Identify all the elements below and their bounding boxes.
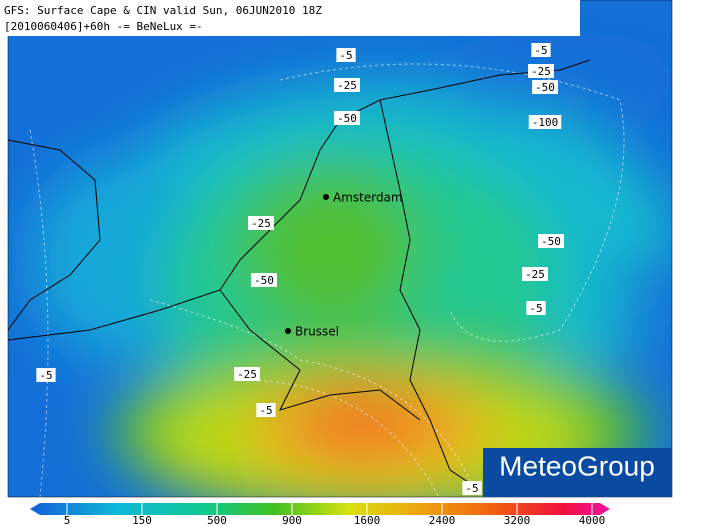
contour-label: -25 — [251, 217, 271, 230]
contour-label: -50 — [541, 235, 561, 248]
contour-label: -5 — [259, 404, 272, 417]
contour-label: -50 — [254, 274, 274, 287]
contour-label: -5 — [534, 44, 547, 57]
contour-label-box — [336, 48, 356, 62]
colorbar-label: 3200 — [504, 514, 531, 526]
colorbar-label: 2400 — [429, 514, 456, 526]
city-label: Amsterdam — [333, 191, 403, 205]
contour-label-box — [528, 115, 562, 129]
contour-label-box — [538, 234, 564, 248]
colorbar-label: 1600 — [354, 514, 381, 526]
contour-label-box — [334, 111, 360, 125]
contour-label-box — [334, 78, 360, 92]
contour-label-box — [234, 367, 260, 381]
colorbar-label: 500 — [207, 514, 227, 526]
logo-box — [483, 448, 672, 497]
logo: MeteoGroup — [499, 450, 655, 481]
contour-label: -5 — [39, 369, 52, 382]
contour-label-box — [251, 273, 277, 287]
contour-label: -5 — [529, 302, 542, 315]
contour-label: -25 — [531, 65, 551, 78]
contour-label-box — [522, 267, 548, 281]
contour-label: -25 — [237, 368, 257, 381]
contour-label-box — [532, 80, 558, 94]
contour-label-box — [526, 301, 546, 315]
contour-label: -5 — [339, 49, 352, 62]
contour-label: -25 — [525, 268, 545, 281]
city-label: Brussel — [295, 325, 339, 339]
colorbar — [30, 503, 610, 515]
colorbar-label: 5 — [64, 514, 71, 526]
colorbar-label: 150 — [132, 514, 152, 526]
contour-label-box — [531, 43, 551, 57]
contour-label: -50 — [337, 112, 357, 125]
city-dot — [323, 194, 329, 200]
colorbar-label: 900 — [282, 514, 302, 526]
contour-label: -25 — [337, 79, 357, 92]
contour-label-box — [528, 64, 554, 78]
contour-label: -100 — [532, 116, 559, 129]
colorbar-label: 4000 — [579, 514, 606, 526]
contour-label-box — [36, 368, 56, 382]
city-dot — [285, 328, 291, 334]
contour-label: -5 — [465, 482, 478, 495]
contour-label-box — [462, 481, 482, 495]
map-subtitle: [2010060406]+60h -= BeNeLux =- — [4, 20, 203, 33]
contour-label-box — [256, 403, 276, 417]
map-title: GFS: Surface Cape & CIN valid Sun, 06JUN… — [4, 4, 322, 17]
contour-label: -50 — [535, 81, 555, 94]
contour-label-box — [248, 216, 274, 230]
